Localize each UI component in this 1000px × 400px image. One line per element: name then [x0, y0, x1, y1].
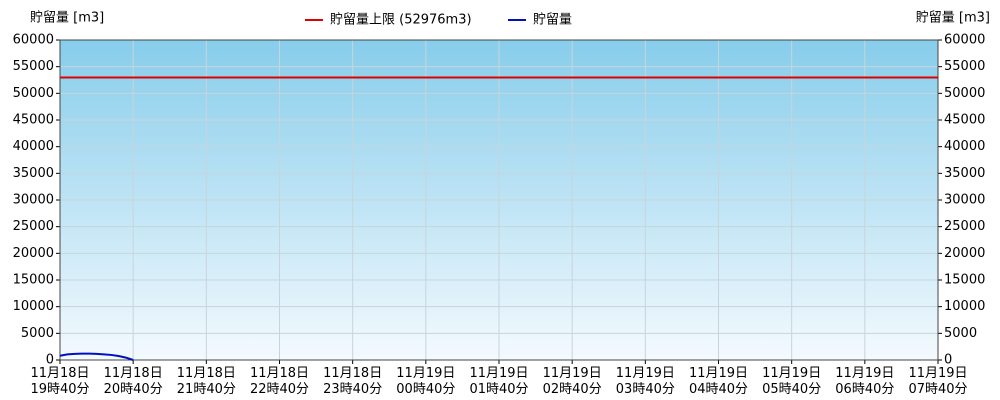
y-tick-label: 50000	[13, 86, 54, 101]
y2-tick-label: 10000	[944, 299, 985, 314]
y-tick-label: 10000	[13, 299, 54, 314]
y2-tick-label: 50000	[944, 86, 985, 101]
x-tick-label: 11月19日 05時40分	[762, 366, 821, 397]
y-tick-label: 45000	[13, 113, 54, 128]
y2-tick-label: 20000	[944, 246, 985, 261]
y2-tick-label: 25000	[944, 219, 985, 234]
x-tick-label: 11月19日 00時40分	[396, 366, 455, 397]
legend-label: 貯留量上限 (52976m3)	[330, 13, 472, 28]
x-tick-label: 11月18日 21時40分	[177, 366, 236, 397]
y-tick-label: 25000	[13, 219, 54, 234]
x-tick-label: 11月19日 02時40分	[543, 366, 602, 397]
x-tick-label: 11月18日 22時40分	[250, 366, 309, 397]
y2-tick-label: 60000	[944, 33, 985, 48]
x-tick-label: 11月18日 19時40分	[30, 366, 89, 397]
legend-label: 貯留量	[533, 13, 572, 28]
y2-tick-label: 5000	[944, 326, 977, 341]
x-tick-label: 11月19日 03時40分	[616, 366, 675, 397]
y-tick-label: 35000	[13, 166, 54, 181]
y-tick-label: 40000	[13, 139, 54, 154]
y2-tick-label: 15000	[944, 273, 985, 288]
y2-tick-label: 35000	[944, 166, 985, 181]
y-tick-label: 5000	[21, 326, 54, 341]
y2-tick-label: 45000	[944, 113, 985, 128]
y2-tick-label: 0	[944, 353, 952, 368]
y2-tick-label: 55000	[944, 59, 985, 74]
series-line	[59, 352, 134, 361]
x-tick-label: 11月19日 04時40分	[689, 366, 748, 397]
y2-tick-label: 40000	[944, 139, 985, 154]
x-tick-label: 11月18日 20時40分	[104, 366, 163, 397]
x-tick-label: 11月18日 23時40分	[323, 366, 382, 397]
y-tick-label: 20000	[13, 246, 54, 261]
x-tick-label: 11月19日 07時40分	[908, 366, 967, 397]
y2-axis-label: 貯留量 [m3]	[916, 11, 990, 26]
y-tick-label: 30000	[13, 193, 54, 208]
y-axis-label: 貯留量 [m3]	[30, 11, 104, 26]
x-tick-label: 11月19日 06時40分	[835, 366, 894, 397]
y2-tick-label: 30000	[944, 193, 985, 208]
y-tick-label: 55000	[13, 59, 54, 74]
y-tick-label: 15000	[13, 273, 54, 288]
y-tick-label: 0	[46, 353, 54, 368]
y-tick-label: 60000	[13, 33, 54, 48]
x-tick-label: 11月19日 01時40分	[469, 366, 528, 397]
plot-frame	[59, 39, 939, 361]
